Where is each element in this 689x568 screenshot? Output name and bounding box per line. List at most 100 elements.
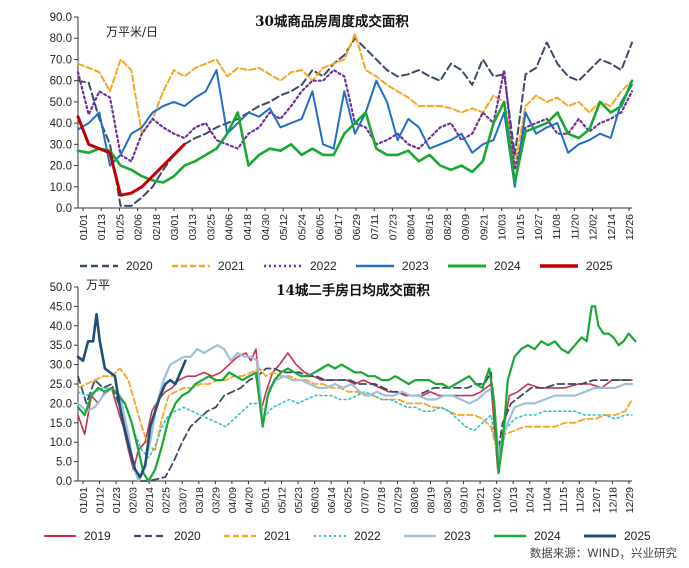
x-tick-label: 06/17 bbox=[333, 214, 345, 240]
x-tick-label: 07/23 bbox=[387, 214, 399, 240]
x-tick-label: 01/23 bbox=[111, 487, 123, 513]
legend-label-2025: 2025 bbox=[586, 259, 613, 273]
y-tick-label: 20.0 bbox=[50, 161, 72, 173]
chart2-unit-label: 万平 bbox=[86, 278, 110, 292]
x-tick-label: 05/12 bbox=[277, 487, 289, 513]
x-tick-label: 12/07 bbox=[591, 487, 603, 513]
y-tick-label: 50.0 bbox=[50, 282, 72, 294]
x-tick-label: 05/01 bbox=[260, 487, 272, 513]
x-tick-label: 06/29 bbox=[351, 214, 363, 240]
x-tick-label: 09/21 bbox=[478, 214, 490, 240]
x-tick-label: 08/04 bbox=[406, 214, 418, 240]
y-tick-label: 40.0 bbox=[50, 321, 72, 333]
legend-label-2022: 2022 bbox=[354, 529, 381, 543]
y-tick-label: 70.0 bbox=[50, 54, 72, 66]
legend-label-2021: 2021 bbox=[264, 529, 291, 543]
x-tick-label: 01/25 bbox=[114, 214, 126, 240]
series-line-2023 bbox=[76, 344, 634, 483]
y-tick-label: 25.0 bbox=[50, 379, 72, 391]
x-tick-label: 12/14 bbox=[606, 214, 618, 240]
x-tick-label: 10/13 bbox=[508, 487, 520, 513]
x-tick-label: 11/26 bbox=[574, 487, 586, 513]
y-tick-label: 0.0 bbox=[56, 203, 72, 215]
x-tick-label: 12/29 bbox=[624, 487, 636, 513]
y-tick-label: 60.0 bbox=[50, 76, 72, 88]
series-line-2024 bbox=[76, 79, 634, 184]
y-tick-label: 0.0 bbox=[56, 476, 72, 488]
x-tick-label: 04/30 bbox=[260, 214, 272, 240]
x-tick-label: 03/13 bbox=[187, 214, 199, 240]
y-tick-label: 80.0 bbox=[50, 33, 72, 45]
x-tick-label: 10/03 bbox=[497, 214, 509, 240]
legend-label-2025: 2025 bbox=[624, 529, 651, 543]
x-tick-label: 09/10 bbox=[459, 487, 471, 513]
series-line-2021 bbox=[77, 367, 633, 455]
x-tick-label: 05/24 bbox=[296, 214, 308, 240]
legend-label-2022: 2022 bbox=[310, 259, 337, 273]
x-tick-label: 07/29 bbox=[392, 487, 404, 513]
x-tick-label: 05/12 bbox=[278, 214, 290, 240]
x-tick-label: 09/21 bbox=[475, 487, 487, 513]
legend-label-2021: 2021 bbox=[218, 259, 245, 273]
chart1-unit-label: 万平米/日 bbox=[106, 25, 158, 39]
x-tick-label: 01/01 bbox=[78, 487, 90, 513]
x-tick-label: 08/30 bbox=[442, 487, 454, 513]
x-tick-label: 09/09 bbox=[460, 214, 472, 240]
series-line-2021 bbox=[77, 33, 633, 167]
y-tick-label: 90.0 bbox=[50, 12, 72, 24]
x-tick-label: 08/08 bbox=[409, 487, 421, 513]
x-tick-label: 10/15 bbox=[515, 214, 527, 240]
chart-14-city-second-hand: 14城二手房日均成交面积 万平 0.0 5.0 10.0 15.0 20.0 25.0 30… bbox=[44, 278, 651, 543]
x-tick-label: 11/04 bbox=[541, 487, 553, 513]
x-tick-label: 07/18 bbox=[376, 487, 388, 513]
x-tick-label: 12/02 bbox=[588, 214, 600, 240]
x-tick-label: 03/07 bbox=[177, 487, 189, 513]
x-tick-label: 07/11 bbox=[369, 214, 381, 240]
x-tick-label: 10/02 bbox=[492, 487, 504, 513]
x-tick-label: 02/03 bbox=[128, 487, 140, 513]
x-tick-label: 01/13 bbox=[96, 214, 108, 240]
x-tick-label: 06/03 bbox=[310, 487, 322, 513]
chart2-title: 14城二手房日均成交面积 bbox=[276, 282, 430, 299]
x-tick-label: 08/28 bbox=[442, 214, 454, 240]
y-tick-label: 30.0 bbox=[50, 139, 72, 151]
x-tick-label: 04/09 bbox=[227, 487, 239, 513]
x-tick-label: 08/19 bbox=[425, 487, 437, 513]
y-tick-label: 45.0 bbox=[50, 301, 72, 313]
x-tick-label: 12/18 bbox=[607, 487, 619, 513]
legend-label-2023: 2023 bbox=[402, 259, 429, 273]
x-tick-label: 05/23 bbox=[293, 487, 305, 513]
x-tick-label: 11/20 bbox=[569, 214, 581, 240]
x-tick-label: 03/25 bbox=[205, 214, 217, 240]
chart1-title: 30城商品房周度成交面积 bbox=[255, 13, 409, 30]
source-note: 数据来源：WIND，兴业研究 bbox=[530, 546, 678, 560]
x-tick-label: 10/24 bbox=[525, 487, 537, 513]
x-tick-label: 07/07 bbox=[359, 487, 371, 513]
legend-label-2024: 2024 bbox=[494, 259, 521, 273]
series-line-2022 bbox=[77, 387, 633, 459]
x-tick-label: 03/01 bbox=[169, 214, 181, 240]
legend-label-2019: 2019 bbox=[84, 529, 111, 543]
x-tick-label: 02/18 bbox=[151, 214, 163, 240]
x-tick-label: 08/16 bbox=[424, 214, 436, 240]
series-line-2023 bbox=[77, 69, 633, 188]
series-line-2024 bbox=[76, 305, 637, 483]
y-tick-label: 20.0 bbox=[50, 398, 72, 410]
y-tick-label: 40.0 bbox=[50, 118, 72, 130]
x-tick-label: 11/08 bbox=[551, 214, 563, 240]
y-tick-label: 35.0 bbox=[50, 340, 72, 352]
x-tick-label: 02/25 bbox=[161, 487, 173, 513]
x-tick-label: 01/01 bbox=[78, 214, 90, 240]
x-tick-label: 06/05 bbox=[315, 214, 327, 240]
series-line-2025 bbox=[76, 312, 187, 479]
y-tick-label: 50.0 bbox=[50, 97, 72, 109]
x-tick-label: 03/18 bbox=[194, 487, 206, 513]
x-tick-label: 11/15 bbox=[558, 487, 570, 513]
chart-30-city-new-home: 30城商品房周度成交面积 万平米/日 0.0 10.0 20.0 30.0 40.0 50… bbox=[50, 12, 636, 273]
y-tick-label: 5.0 bbox=[56, 457, 72, 469]
legend-label-2024: 2024 bbox=[534, 529, 561, 543]
y-tick-label: 10.0 bbox=[50, 182, 72, 194]
legend-label-2020: 2020 bbox=[126, 259, 153, 273]
x-tick-label: 04/18 bbox=[242, 214, 254, 240]
